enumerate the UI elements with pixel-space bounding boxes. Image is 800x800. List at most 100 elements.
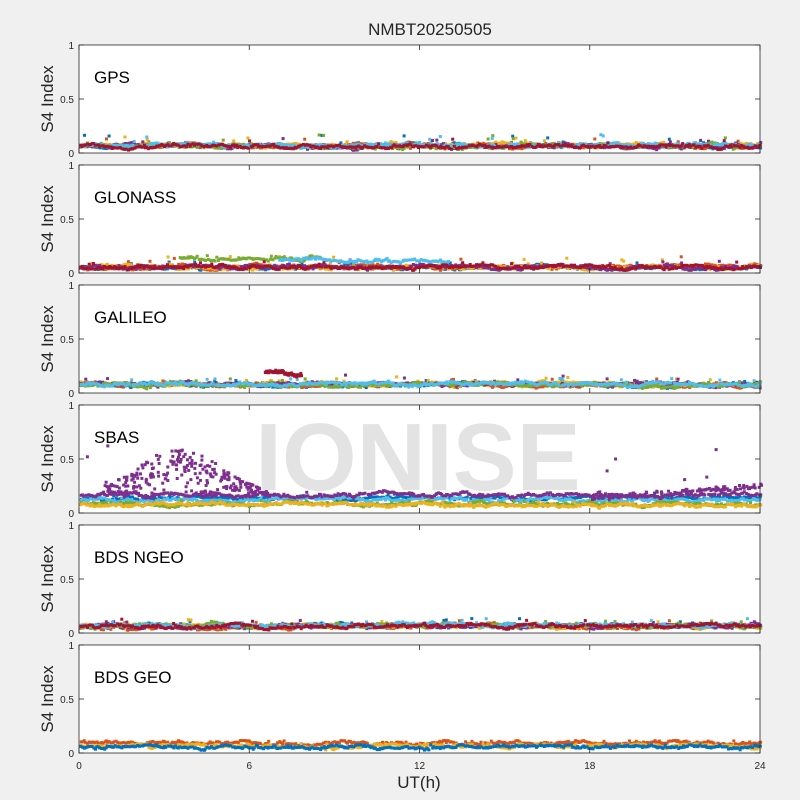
data-point bbox=[680, 261, 684, 265]
data-point bbox=[700, 146, 704, 150]
data-point bbox=[131, 143, 135, 147]
data-point bbox=[676, 140, 680, 144]
data-point bbox=[523, 139, 527, 143]
data-point bbox=[565, 256, 569, 260]
data-point bbox=[736, 139, 740, 143]
data-point bbox=[145, 138, 149, 141]
data-point bbox=[105, 137, 108, 141]
data-point bbox=[435, 138, 439, 142]
data-point bbox=[107, 134, 111, 138]
data-point bbox=[459, 257, 463, 261]
data-point bbox=[172, 256, 176, 260]
data-point bbox=[511, 134, 515, 138]
data-point bbox=[213, 259, 217, 263]
data-point bbox=[606, 141, 610, 145]
data-point bbox=[377, 142, 381, 146]
data-point bbox=[546, 136, 550, 140]
data-point bbox=[126, 260, 130, 264]
y-tick-label: 0.5 bbox=[60, 95, 74, 106]
data-point bbox=[511, 137, 515, 141]
data-point bbox=[522, 257, 526, 261]
data-point bbox=[148, 259, 152, 263]
y-tick-label: 1 bbox=[68, 41, 74, 52]
data-point bbox=[204, 259, 208, 262]
axes-background bbox=[79, 45, 760, 153]
data-point bbox=[438, 135, 442, 138]
data-point bbox=[375, 145, 379, 149]
data-point bbox=[739, 141, 743, 145]
data-point bbox=[141, 142, 145, 145]
data-point bbox=[743, 142, 746, 146]
data-point bbox=[698, 146, 702, 150]
data-point bbox=[281, 137, 285, 141]
data-point bbox=[604, 144, 608, 148]
data-point bbox=[498, 141, 502, 145]
data-point bbox=[141, 140, 145, 144]
data-point bbox=[539, 261, 543, 265]
data-point bbox=[101, 146, 105, 150]
data-point bbox=[195, 254, 199, 258]
data-point bbox=[490, 136, 494, 140]
data-point bbox=[520, 147, 524, 151]
data-point bbox=[660, 141, 664, 145]
data-point bbox=[561, 140, 565, 144]
data-points bbox=[79, 133, 763, 152]
data-point bbox=[492, 141, 496, 145]
data-point bbox=[679, 255, 683, 259]
data-point bbox=[428, 137, 432, 141]
data-point bbox=[205, 254, 209, 258]
data-point bbox=[486, 137, 490, 141]
data-point bbox=[667, 137, 671, 141]
data-point bbox=[360, 142, 364, 146]
data-point bbox=[473, 143, 477, 146]
data-point bbox=[447, 259, 451, 263]
data-point bbox=[394, 141, 398, 145]
data-point bbox=[232, 139, 236, 143]
data-point bbox=[662, 140, 666, 144]
data-point bbox=[147, 141, 151, 145]
data-point bbox=[303, 137, 307, 141]
data-point bbox=[542, 139, 546, 143]
data-point bbox=[632, 142, 636, 146]
data-point bbox=[717, 259, 721, 263]
data-point bbox=[500, 140, 504, 144]
data-point bbox=[215, 255, 219, 259]
data-point bbox=[131, 141, 135, 144]
data-point bbox=[503, 142, 507, 146]
data-point bbox=[431, 139, 434, 142]
data-point bbox=[145, 135, 149, 139]
data-point bbox=[723, 136, 727, 140]
data-point bbox=[450, 147, 453, 151]
data-point bbox=[185, 145, 188, 149]
data-point bbox=[721, 146, 725, 150]
y-tick-label: 0 bbox=[68, 149, 74, 160]
data-point bbox=[132, 140, 136, 143]
data-point bbox=[264, 146, 268, 150]
data-point bbox=[269, 254, 273, 258]
data-point bbox=[544, 142, 548, 146]
data-point bbox=[514, 136, 518, 140]
y-axis-label: S4 Index bbox=[38, 65, 57, 133]
data-point bbox=[345, 140, 349, 144]
data-point bbox=[722, 139, 726, 143]
data-point bbox=[601, 134, 605, 138]
data-point bbox=[681, 142, 685, 146]
data-point bbox=[123, 135, 127, 139]
data-point bbox=[494, 140, 498, 144]
data-point bbox=[295, 142, 299, 146]
figure-title: NMBT20250505 bbox=[368, 20, 492, 39]
data-point bbox=[317, 133, 321, 137]
data-point bbox=[322, 133, 326, 137]
data-point bbox=[246, 136, 250, 140]
data-point bbox=[332, 255, 336, 259]
data-point bbox=[661, 260, 665, 264]
data-point bbox=[452, 141, 456, 145]
data-point bbox=[451, 137, 455, 141]
data-point bbox=[582, 146, 586, 150]
data-point bbox=[525, 141, 529, 145]
data-point bbox=[320, 133, 324, 137]
